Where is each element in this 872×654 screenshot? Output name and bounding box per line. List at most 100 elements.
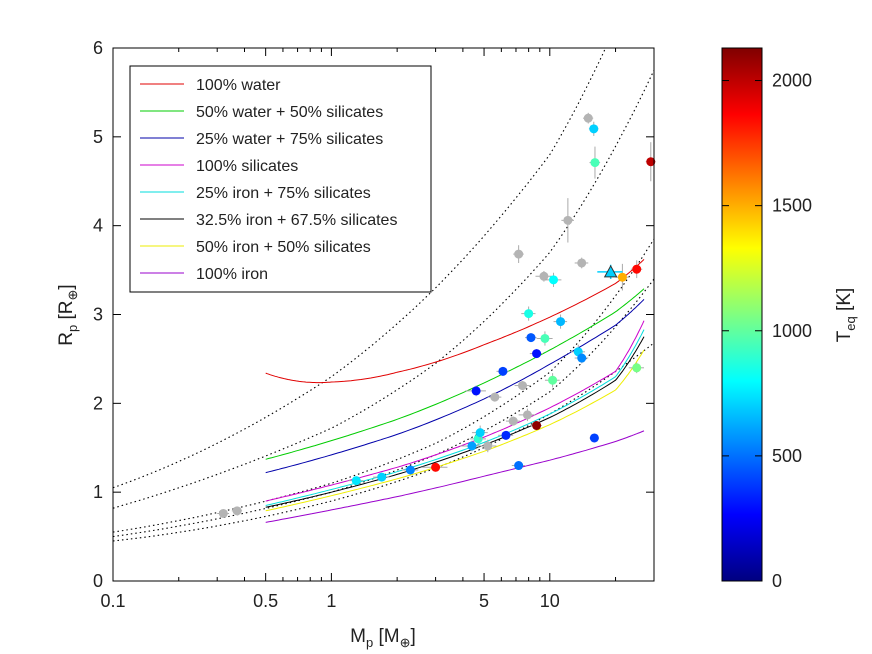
- x-axis-label-unit-close: ]: [411, 626, 416, 647]
- data-point-23: [529, 349, 543, 359]
- data-point-36: [589, 433, 600, 443]
- x-tick-label: 1: [326, 591, 336, 611]
- x-axis-label-sub: p: [366, 635, 373, 650]
- data-point-marker: [232, 506, 242, 516]
- data-point-37: [615, 263, 629, 291]
- data-point-marker: [218, 508, 228, 518]
- colorbar-tick-label: 500: [772, 446, 802, 466]
- data-point-18: [465, 385, 486, 397]
- legend: 100% water 50% water + 50% silicates 25% w…: [129, 65, 432, 293]
- data-point-11: [487, 392, 502, 402]
- colorbar-tick-label: 1000: [772, 321, 812, 341]
- data-point-marker: [522, 410, 532, 420]
- data-point-16: [518, 408, 536, 422]
- y-axis-label-unit-sub: ⊕: [65, 290, 80, 301]
- colorbar: 0 500 1000 1500 2000 Teq [K]: [721, 47, 858, 591]
- data-point-marker: [483, 441, 493, 451]
- x-axis-label-main: M: [350, 626, 366, 647]
- data-point-34: [588, 121, 599, 136]
- data-point-marker: [563, 215, 573, 225]
- data-point-5: [401, 465, 419, 475]
- y-tick-label: 0: [93, 571, 103, 591]
- model-curve-4: [265, 320, 645, 502]
- x-axis: 0.1 0.5 1 5 10: [100, 48, 655, 611]
- data-point-20: [513, 245, 524, 263]
- legend-label: 25% water + 75% silicates: [196, 131, 383, 148]
- data-point-marker: [467, 441, 477, 451]
- data-point-14: [514, 381, 530, 391]
- model-curve-3: [265, 299, 645, 474]
- reference-line-4: [113, 278, 654, 538]
- colorbar-label-main: T: [834, 330, 855, 342]
- data-point-28: [553, 314, 568, 329]
- data-point-marker: [518, 381, 528, 391]
- data-point-15: [505, 416, 520, 426]
- data-point-marker: [632, 363, 642, 373]
- data-point-marker: [589, 433, 599, 443]
- model-curve-8: [265, 430, 645, 523]
- data-point-24: [536, 331, 553, 346]
- legend-entry-8: 100% iron: [140, 266, 268, 283]
- data-point-marker: [583, 113, 593, 123]
- y-axis-label-unit-close: ]: [56, 284, 77, 289]
- x-axis-label-unit-sub: ⊕: [400, 635, 411, 650]
- data-point-10: [478, 439, 497, 453]
- legend-entry-6: 32.5% iron + 67.5% silicates: [140, 212, 397, 229]
- legend-entry-3: 25% water + 75% silicates: [140, 131, 383, 148]
- legend-entry-7: 50% iron + 50% silicates: [140, 239, 371, 256]
- data-point-3: [348, 476, 364, 486]
- data-point-marker: [431, 462, 441, 472]
- data-point-marker: [532, 421, 542, 431]
- data-point-marker: [548, 375, 558, 385]
- data-point-12: [498, 430, 514, 440]
- data-point-marker: [617, 272, 627, 282]
- legend-label: 100% silicates: [196, 158, 298, 175]
- legend-label: 32.5% iron + 67.5% silicates: [196, 212, 397, 229]
- data-point-marker: [351, 476, 361, 486]
- data-point-marker: [556, 317, 566, 327]
- legend-label: 50% water + 50% silicates: [196, 104, 383, 121]
- legend-entry-2: 50% water + 50% silicates: [140, 104, 383, 121]
- colorbar-label: Teq [K]: [834, 288, 858, 343]
- data-point-marker: [514, 249, 524, 259]
- triangle-marker: [603, 264, 618, 278]
- legend-label: 100% water: [196, 77, 281, 94]
- data-point-marker: [501, 430, 511, 440]
- legend-label: 50% iron + 50% silicates: [196, 239, 371, 256]
- data-point-marker: [646, 157, 656, 167]
- model-curve-5: [265, 329, 645, 506]
- data-point-marker: [377, 472, 387, 482]
- colorbar-gradient: [721, 47, 763, 582]
- data-point-25: [535, 270, 552, 282]
- reference-line-1: [113, 48, 607, 489]
- x-axis-label-unit-open: [M: [373, 626, 399, 647]
- y-tick-label: 2: [93, 393, 103, 413]
- x-tick-label: 0.1: [100, 591, 125, 611]
- y-tick-label: 4: [93, 216, 103, 236]
- data-point-2: [231, 506, 243, 516]
- data-point-4: [372, 472, 390, 482]
- model-curve-2: [265, 288, 645, 460]
- data-point-triangle: [597, 264, 623, 279]
- data-point-17: [530, 421, 542, 431]
- data-point-marker: [549, 275, 559, 285]
- model-curve-1: [265, 259, 645, 384]
- data-point-22: [525, 333, 537, 343]
- legend-label: 25% iron + 75% silicates: [196, 185, 371, 202]
- data-point-21: [521, 306, 536, 321]
- colorbar-tick-label: 0: [772, 571, 782, 591]
- data-point-13: [511, 461, 526, 471]
- legend-entry-4: 100% silicates: [140, 158, 298, 175]
- data-point-19: [496, 366, 509, 376]
- reference-line-5: [113, 342, 654, 542]
- data-point-29: [561, 198, 574, 243]
- y-tick-label: 6: [93, 38, 103, 58]
- y-axis-label-sub: p: [65, 325, 80, 332]
- legend-entry-5: 25% iron + 75% silicates: [140, 185, 371, 202]
- model-curve-6: [265, 336, 645, 508]
- data-point-marker: [498, 366, 508, 376]
- data-point-marker: [540, 333, 550, 343]
- data-point-marker: [632, 264, 642, 274]
- data-point-marker: [475, 428, 485, 438]
